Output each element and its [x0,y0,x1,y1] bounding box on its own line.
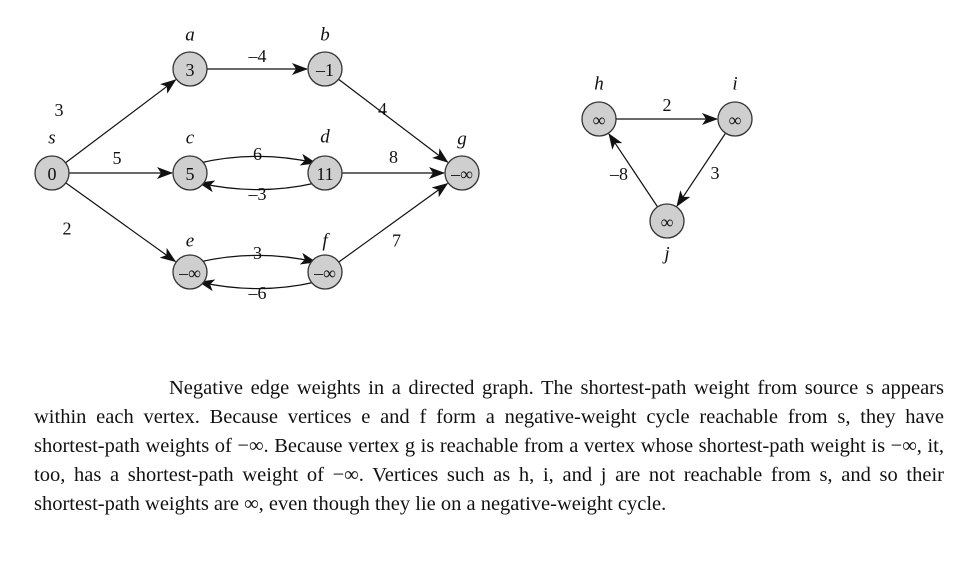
edge-weight-d-g: 8 [389,147,398,167]
vertex-value-a: 3 [186,60,195,80]
vertex-circle-c [172,155,208,191]
vertex-value-c: 5 [186,164,195,184]
vertex-g: –∞ g [444,129,480,191]
vertex-value-j: ∞ [661,212,674,232]
edge-weight-e-f: 3 [253,243,262,263]
edge-b-g [338,78,449,163]
vertex-value-h: ∞ [593,110,606,130]
vertex-label-s: s [48,128,55,149]
vertex-label-j: j [661,244,669,265]
edge-j-h [608,133,659,208]
vertex-c: 5c [172,128,208,191]
vertex-circle-f [307,254,343,290]
vertex-f: –∞ f [307,231,343,290]
edge-weight-j-h: –8 [609,164,628,184]
vertex-circle-h [581,101,617,137]
vertex-label-c: c [186,128,195,149]
edge-weight-h-i: 2 [663,95,672,115]
edge-c-d [199,153,317,166]
vertex-value-s: 0 [48,164,57,184]
vertex-e: –∞ e [172,231,208,290]
vertex-j: ∞j [649,203,685,265]
vertex-value-i: ∞ [729,110,742,130]
edge-e-f [199,252,317,265]
edge-weight-f-e: –6 [248,283,267,303]
vertex-label-i: i [732,74,737,95]
vertex-value-e: –∞ [178,263,201,283]
edge-weight-s-c: 5 [113,148,122,168]
vertex-circle-e [172,254,208,290]
vertex-value-f: –∞ [313,263,336,283]
edge-s-e [65,182,177,263]
edge-weight-f-g: 7 [392,231,401,251]
vertex-label-h: h [594,74,604,95]
vertex-circle-i [717,101,753,137]
vertex-circle-s [34,155,70,191]
edge-s-a [65,79,177,164]
vertex-i: ∞i [717,74,753,137]
edge-weight-s-e: 2 [63,219,72,239]
edge-weight-s-a: 3 [55,100,64,120]
vertex-label-d: d [320,127,330,148]
caption-text: Negative edge weights in a directed grap… [34,377,944,515]
figure-caption: Negative edge weights in a directed grap… [34,374,944,519]
edge-d-c [198,180,316,193]
edge-weight-a-b: –4 [248,46,267,66]
vertex-h: ∞h [581,74,617,137]
edge-i-j [676,132,727,207]
edge-weight-i-j: 3 [711,163,720,183]
vertex-label-e: e [186,231,194,252]
vertex-b: –1 b [307,25,343,87]
vertex-circle-a [172,51,208,87]
vertex-circle-b [307,51,343,87]
vertex-value-g: –∞ [450,164,473,184]
vertex-label-a: a [185,25,195,46]
vertex-label-b: b [320,25,330,46]
vertex-d: 11 d [307,127,343,191]
vertex-label-f: f [322,231,330,252]
edge-weight-b-g: 4 [378,99,387,119]
vertex-a: 3a [172,25,208,87]
edge-weight-d-c: –3 [248,184,267,204]
vertex-circle-d [307,155,343,191]
vertex-s: 0s [34,128,70,191]
edge-f-g [338,182,449,263]
vertex-label-g: g [457,129,467,150]
vertex-circle-g [444,155,480,191]
vertex-value-d: 11 [316,164,333,184]
vertex-circle-j [649,203,685,239]
edge-weight-c-d: 6 [253,144,262,164]
vertex-value-b: –1 [315,60,334,80]
edge-f-e [198,279,316,292]
